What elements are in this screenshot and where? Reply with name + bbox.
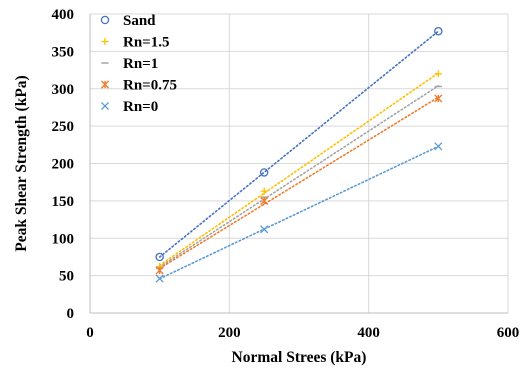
legend-label: Rn=0 [123,99,158,115]
y-tick-label: 200 [52,157,75,173]
y-tick-label: 100 [52,231,75,247]
data-point [260,187,268,195]
y-tick-label: 400 [52,7,75,23]
legend-marker [100,80,110,89]
gridlines [90,13,509,313]
x-tick-label: 200 [218,325,241,341]
trendline-3 [158,96,440,270]
data-point [434,142,443,151]
y-tick-label: 0 [67,306,75,322]
y-tick-label: 350 [52,44,75,60]
axes [89,14,508,314]
legend-label: Rn=1 [123,56,158,72]
tick-labels: 0 50 100 150 200 250 300 350 400 0 200 400 600 [52,7,520,341]
y-tick-label: 50 [59,269,74,285]
legend: Sand Rn=1.5 Rn=1 Rn=0.75 Rn=0 [100,13,177,115]
legend-marker [101,37,109,46]
legend-label: Rn=1.5 [123,35,169,51]
data-point [434,94,443,103]
legend-marker [100,15,110,25]
x-tick-label: 600 [497,325,520,341]
data-point [260,225,269,234]
legend-label: Sand [123,13,156,29]
y-axis-title: Peak Shear Strength (kPa) [13,75,30,251]
data-point [155,252,164,262]
legend-marker [100,101,110,111]
trendline-0 [158,30,440,258]
trendlines [158,30,440,280]
data-point [434,70,442,78]
data-point [260,196,269,205]
x-tick-label: 0 [86,325,94,341]
trendline-4 [158,145,440,280]
data-point [259,168,269,177]
y-tick-label: 250 [52,119,75,135]
trendline-2 [158,84,440,268]
y-tick-label: 300 [52,82,75,98]
data-point [155,266,164,275]
data-point [434,26,443,36]
y-tick-label: 150 [52,194,75,210]
x-axis-title: Normal Strees (kPa) [232,349,367,366]
x-tick-label: 400 [357,325,380,341]
data-point [155,274,164,283]
data-markers [155,26,443,283]
trendline-1 [158,72,440,267]
legend-label: Rn=0.75 [123,78,177,94]
